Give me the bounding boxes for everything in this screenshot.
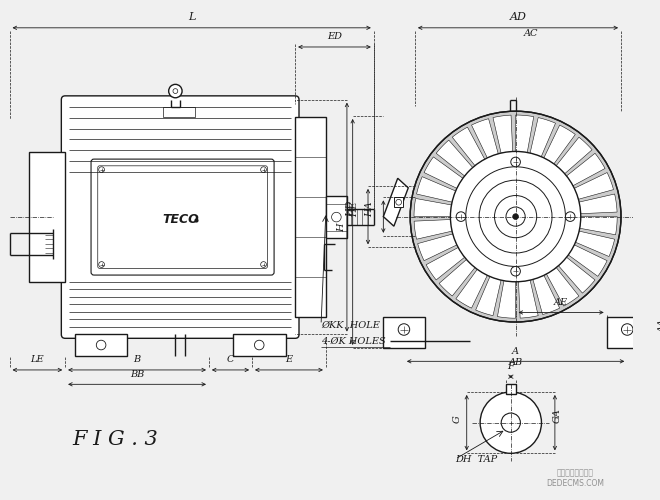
Circle shape bbox=[255, 340, 264, 350]
Circle shape bbox=[511, 157, 520, 167]
Text: C: C bbox=[227, 355, 234, 364]
Text: AB: AB bbox=[508, 358, 523, 367]
Polygon shape bbox=[574, 172, 614, 200]
Polygon shape bbox=[476, 276, 501, 316]
Polygon shape bbox=[456, 270, 487, 308]
Polygon shape bbox=[498, 280, 515, 318]
Circle shape bbox=[501, 413, 520, 432]
Polygon shape bbox=[579, 216, 617, 234]
Polygon shape bbox=[568, 245, 607, 276]
Text: B: B bbox=[133, 355, 141, 364]
Circle shape bbox=[261, 262, 267, 268]
Polygon shape bbox=[530, 118, 556, 156]
Polygon shape bbox=[424, 157, 463, 188]
Polygon shape bbox=[418, 234, 457, 260]
Bar bbox=[233, 334, 286, 355]
Polygon shape bbox=[471, 118, 498, 158]
Circle shape bbox=[261, 167, 267, 172]
Text: L: L bbox=[188, 12, 195, 22]
Text: A: A bbox=[512, 346, 519, 356]
Bar bbox=[163, 108, 195, 117]
Circle shape bbox=[410, 111, 621, 322]
Text: HE: HE bbox=[350, 201, 359, 216]
FancyBboxPatch shape bbox=[98, 166, 267, 268]
Text: F: F bbox=[508, 362, 514, 371]
Polygon shape bbox=[439, 260, 475, 296]
Text: F I G . 3: F I G . 3 bbox=[72, 430, 158, 450]
Polygon shape bbox=[493, 115, 513, 153]
Text: H: H bbox=[337, 224, 346, 232]
Text: BB: BB bbox=[130, 370, 144, 378]
Text: G: G bbox=[453, 415, 461, 422]
Circle shape bbox=[396, 200, 401, 205]
Polygon shape bbox=[533, 276, 560, 314]
Circle shape bbox=[456, 212, 466, 222]
Polygon shape bbox=[558, 257, 595, 293]
Circle shape bbox=[466, 167, 566, 266]
Circle shape bbox=[494, 196, 537, 237]
Circle shape bbox=[173, 88, 178, 94]
Polygon shape bbox=[576, 231, 614, 256]
Bar bbox=[295, 117, 326, 317]
Text: LE: LE bbox=[30, 355, 44, 364]
Bar bbox=[75, 334, 127, 355]
Circle shape bbox=[566, 212, 575, 222]
Text: ED: ED bbox=[327, 32, 342, 41]
Circle shape bbox=[622, 324, 633, 336]
FancyBboxPatch shape bbox=[61, 96, 299, 338]
Polygon shape bbox=[436, 140, 473, 176]
Polygon shape bbox=[383, 178, 409, 226]
Text: HA: HA bbox=[366, 201, 374, 216]
Circle shape bbox=[479, 180, 552, 253]
Circle shape bbox=[450, 152, 581, 282]
Text: DH  TAP: DH TAP bbox=[455, 454, 498, 464]
Polygon shape bbox=[519, 280, 538, 318]
Circle shape bbox=[99, 167, 104, 172]
Bar bbox=[506, 384, 515, 394]
Circle shape bbox=[511, 266, 520, 276]
Bar bbox=[383, 317, 424, 348]
Circle shape bbox=[331, 212, 341, 222]
Polygon shape bbox=[556, 137, 592, 173]
Text: AD: AD bbox=[510, 12, 527, 22]
Text: GA: GA bbox=[552, 408, 561, 422]
Text: AA: AA bbox=[659, 318, 660, 332]
Text: ØKK  HOLE: ØKK HOLE bbox=[321, 320, 380, 330]
Polygon shape bbox=[416, 176, 455, 202]
Polygon shape bbox=[414, 198, 451, 216]
Text: E: E bbox=[285, 355, 292, 364]
Text: 织梦内容管理系统
DEDECMS.COM: 织梦内容管理系统 DEDECMS.COM bbox=[546, 468, 604, 488]
Circle shape bbox=[506, 207, 525, 226]
Polygon shape bbox=[546, 268, 579, 306]
Polygon shape bbox=[566, 154, 605, 186]
Text: AE: AE bbox=[554, 298, 568, 306]
Bar bbox=[394, 198, 403, 207]
Bar bbox=[607, 317, 648, 348]
Polygon shape bbox=[579, 194, 617, 214]
Circle shape bbox=[99, 262, 104, 268]
Circle shape bbox=[480, 392, 541, 454]
Polygon shape bbox=[426, 248, 465, 280]
Polygon shape bbox=[452, 127, 484, 166]
FancyBboxPatch shape bbox=[91, 159, 274, 275]
Circle shape bbox=[96, 340, 106, 350]
Polygon shape bbox=[515, 115, 534, 152]
Text: HD: HD bbox=[346, 200, 355, 217]
Polygon shape bbox=[414, 220, 452, 239]
Text: 4-ØK HOLES: 4-ØK HOLES bbox=[321, 336, 385, 345]
Text: TECO: TECO bbox=[162, 212, 199, 226]
Circle shape bbox=[398, 324, 410, 336]
Bar bbox=[29, 152, 65, 282]
Circle shape bbox=[169, 84, 182, 98]
Bar bbox=[326, 196, 347, 238]
Circle shape bbox=[513, 214, 519, 220]
Polygon shape bbox=[544, 125, 576, 164]
Text: AC: AC bbox=[524, 30, 539, 38]
